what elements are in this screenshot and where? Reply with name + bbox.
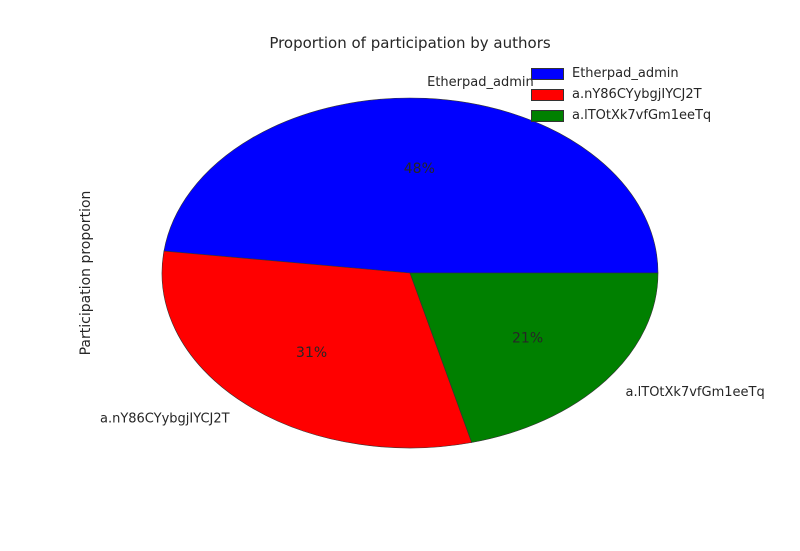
- pie-slice: [161, 250, 473, 449]
- legend-item: a.lTOtXk7vfGm1eeTq: [531, 105, 711, 126]
- pie-slice-labels: 48% Etherpad_admin 31% a.nY86CYybgjIYCJ2T 21…: [100, 75, 765, 427]
- slice-percent-label: 21%: [512, 330, 543, 346]
- pie-slice: [409, 272, 659, 443]
- legend-label: Etherpad_admin: [572, 66, 679, 81]
- legend-label: a.nY86CYybgjIYCJ2T: [572, 87, 702, 102]
- y-axis-label: Participation proportion: [78, 191, 94, 356]
- pie-slices: [161, 97, 659, 449]
- legend-swatch: [531, 67, 564, 80]
- legend-item: a.nY86CYybgjIYCJ2T: [531, 84, 711, 105]
- slice-category-label: Etherpad_admin: [427, 75, 534, 90]
- pie-slice: [163, 97, 659, 274]
- legend-label: a.lTOtXk7vfGm1eeTq: [572, 108, 712, 123]
- slice-category-label: a.nY86CYybgjIYCJ2T: [100, 411, 230, 426]
- slice-category-label: a.lTOtXk7vfGm1eeTq: [626, 385, 765, 400]
- legend-swatch: [531, 109, 564, 122]
- legend-swatch: [531, 88, 564, 101]
- legend-item: Etherpad_admin: [531, 63, 711, 84]
- slice-percent-label: 48%: [404, 161, 435, 177]
- slice-percent-label: 31%: [296, 345, 327, 361]
- chart-title: Proportion of participation by authors: [269, 34, 551, 52]
- legend: Etherpad_admin a.nY86CYybgjIYCJ2T a.lTOt…: [531, 63, 711, 126]
